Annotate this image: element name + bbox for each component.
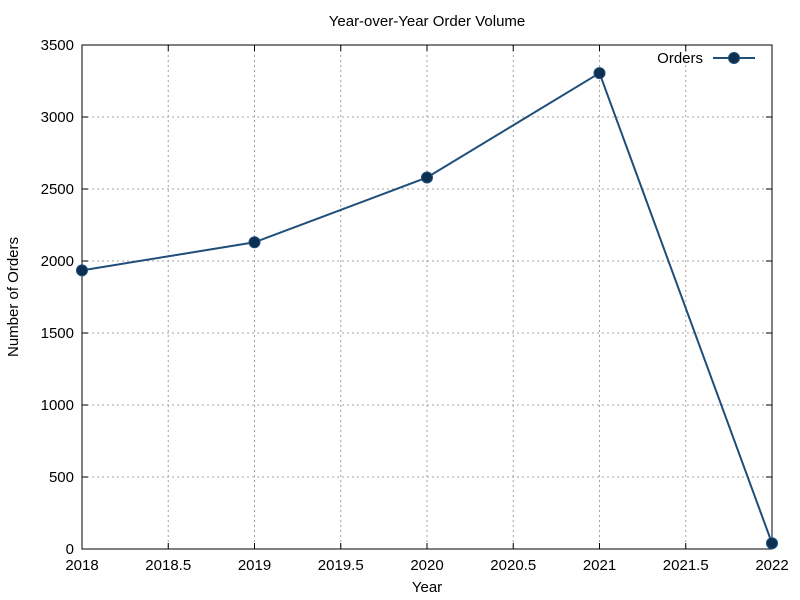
x-axis: 2018 2018.5 2019 2019.5 2020 2020.5 2021 2021.5… (65, 45, 789, 574)
x-tick-label: 2020.5 (490, 557, 536, 574)
y-axis-label: Number of Orders (5, 237, 22, 357)
x-tick-label: 2018.5 (145, 557, 191, 574)
y-tick-label: 500 (49, 469, 74, 486)
legend: Orders (657, 50, 755, 67)
y-tick-label: 1500 (41, 325, 74, 342)
grid (82, 45, 772, 549)
x-tick-label: 2018 (65, 557, 98, 574)
x-tick-label: 2021.5 (663, 557, 709, 574)
series-layer (76, 67, 778, 550)
y-axis: 0 500 1000 1500 2000 2500 3000 3500 (41, 37, 772, 558)
x-axis-label: Year (412, 579, 442, 596)
x-tick-label: 2019.5 (318, 557, 364, 574)
y-tick-label: 2000 (41, 253, 74, 270)
x-tick-label: 2019 (238, 557, 271, 574)
y-tick-label: 1000 (41, 397, 74, 414)
series-line-orders (81, 71, 773, 544)
data-point-2018[interactable] (76, 264, 88, 277)
data-point-2022[interactable] (766, 537, 778, 550)
y-tick-label: 3500 (41, 37, 74, 54)
legend-marker-orders (728, 52, 740, 64)
x-tick-label: 2020 (410, 557, 443, 574)
x-tick-label: 2021 (583, 557, 616, 574)
y-tick-label: 3000 (41, 109, 74, 126)
data-point-2019[interactable] (248, 236, 261, 249)
data-point-2021[interactable] (593, 67, 606, 80)
data-point-2020[interactable] (421, 171, 433, 184)
y-tick-label: 2500 (41, 181, 74, 198)
y-tick-label: 0 (66, 541, 74, 558)
x-tick-label: 2022 (755, 557, 788, 574)
legend-label-orders: Orders (657, 50, 703, 67)
chart-title: Year-over-Year Order Volume (329, 13, 526, 30)
